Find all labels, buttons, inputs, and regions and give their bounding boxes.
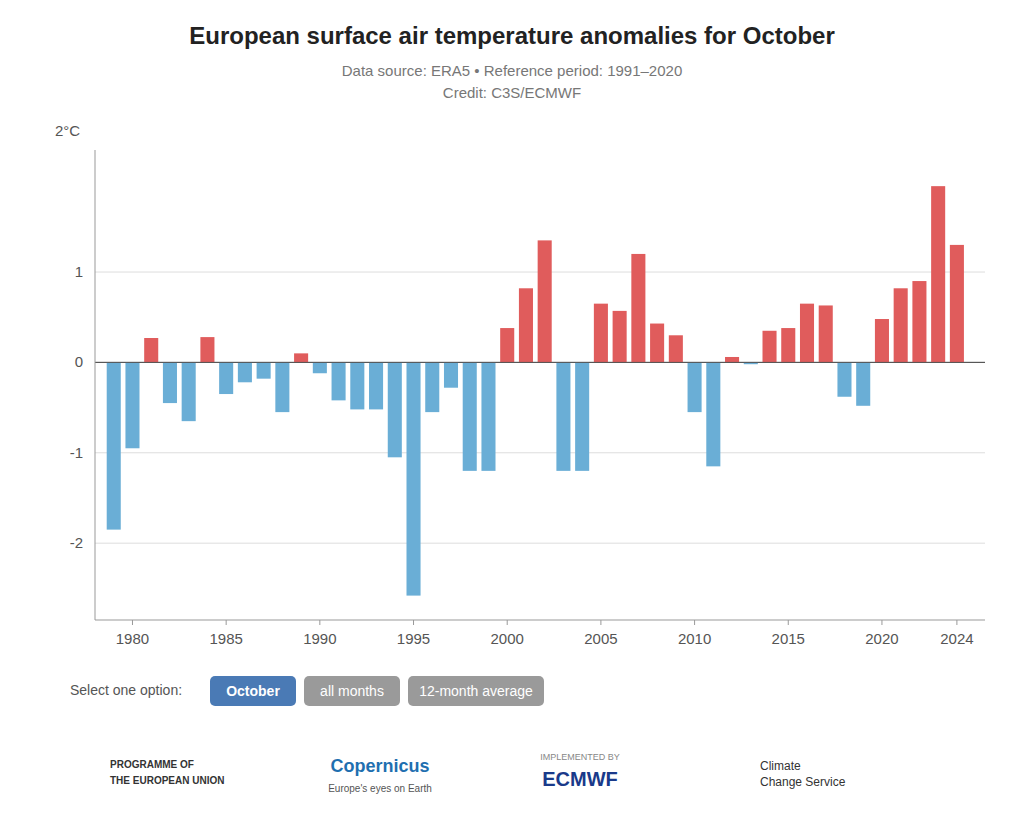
bar — [594, 304, 608, 363]
bar — [481, 362, 495, 470]
x-tick — [694, 620, 695, 625]
grid-line — [95, 452, 985, 453]
bar — [444, 362, 458, 387]
bar — [912, 281, 926, 362]
bar — [763, 331, 777, 363]
bar — [275, 362, 289, 412]
bar — [332, 362, 346, 400]
bar — [856, 362, 870, 405]
title: European surface air temperature anomali… — [189, 22, 835, 49]
x-tick-label: 1980 — [116, 630, 149, 647]
x-tick-label: 1995 — [397, 630, 430, 647]
x-tick — [319, 620, 320, 625]
footer-text: Europe's eyes on Earth — [328, 783, 432, 794]
x-tick-label: 1990 — [303, 630, 336, 647]
x-tick — [413, 620, 414, 625]
bar — [781, 328, 795, 362]
bar — [631, 254, 645, 362]
bar — [800, 304, 814, 363]
bar — [875, 319, 889, 362]
bar — [388, 362, 402, 457]
footer-text: THE EUROPEAN UNION — [110, 775, 224, 786]
x-tick — [226, 620, 227, 625]
bar — [725, 357, 739, 362]
bar — [107, 362, 121, 529]
x-tick-label: 2000 — [491, 630, 524, 647]
y-axis-line — [95, 150, 96, 620]
bar — [650, 324, 664, 363]
x-tick-label: 2015 — [772, 630, 805, 647]
grid-line — [95, 543, 985, 544]
bar — [688, 362, 702, 412]
bar — [125, 362, 139, 448]
subtitle: Credit: C3S/ECMWF — [443, 84, 581, 101]
bar — [182, 362, 196, 421]
x-tick-label: 2010 — [678, 630, 711, 647]
x-tick-label: 2005 — [584, 630, 617, 647]
option-button-label: October — [226, 683, 280, 699]
bar — [463, 362, 477, 470]
x-tick-label: 1985 — [209, 630, 242, 647]
bar — [238, 362, 252, 382]
bar — [950, 245, 964, 363]
bar — [294, 353, 308, 362]
bar — [706, 362, 720, 466]
option-button-label: 12-month average — [419, 683, 533, 699]
zero-line — [95, 362, 985, 363]
bars — [107, 186, 964, 595]
bar — [931, 186, 945, 362]
bar — [144, 338, 158, 362]
grid-line — [95, 362, 985, 363]
bar — [519, 288, 533, 362]
bar — [837, 362, 851, 396]
bar — [369, 362, 383, 409]
y-tick-label: -2 — [70, 534, 83, 551]
y-tick-label: 0 — [75, 353, 83, 370]
bar — [894, 288, 908, 362]
x-tick — [600, 620, 601, 625]
option-button — [210, 676, 296, 706]
bar — [257, 362, 271, 378]
bar — [200, 337, 214, 362]
chart: European surface air temperature anomali… — [0, 0, 1024, 818]
bar — [556, 362, 570, 470]
bar — [819, 305, 833, 362]
option-button — [408, 676, 544, 706]
y-axis-label: 2°C — [55, 122, 80, 139]
footer-text: PROGRAMME OF — [110, 759, 194, 770]
x-tick — [788, 620, 789, 625]
footer-text: ECMWF — [542, 768, 618, 790]
x-axis-line — [95, 620, 985, 621]
x-tick — [956, 620, 957, 625]
bar — [538, 240, 552, 362]
y-tick-label: -1 — [70, 444, 83, 461]
footer-text: IMPLEMENTED BY — [540, 752, 620, 762]
bar — [575, 362, 589, 470]
bar — [350, 362, 364, 409]
footer-text: Copernicus — [330, 756, 429, 776]
option-button-label: all months — [320, 683, 384, 699]
bar — [500, 328, 514, 362]
bar — [313, 362, 327, 373]
bar — [219, 362, 233, 394]
x-tick — [881, 620, 882, 625]
bar — [163, 362, 177, 403]
bar — [669, 335, 683, 362]
bar — [613, 311, 627, 363]
x-tick — [507, 620, 508, 625]
x-tick-label: 2020 — [865, 630, 898, 647]
bar — [407, 362, 421, 595]
subtitle: Data source: ERA5 • Reference period: 19… — [342, 62, 682, 79]
y-tick-label: 1 — [75, 263, 83, 280]
options-label: Select one option: — [70, 682, 182, 698]
x-tick — [132, 620, 133, 625]
bar — [425, 362, 439, 412]
footer-text: ClimateChange Service — [760, 759, 846, 789]
x-tick-label: 2024 — [940, 630, 973, 647]
option-button — [304, 676, 400, 706]
